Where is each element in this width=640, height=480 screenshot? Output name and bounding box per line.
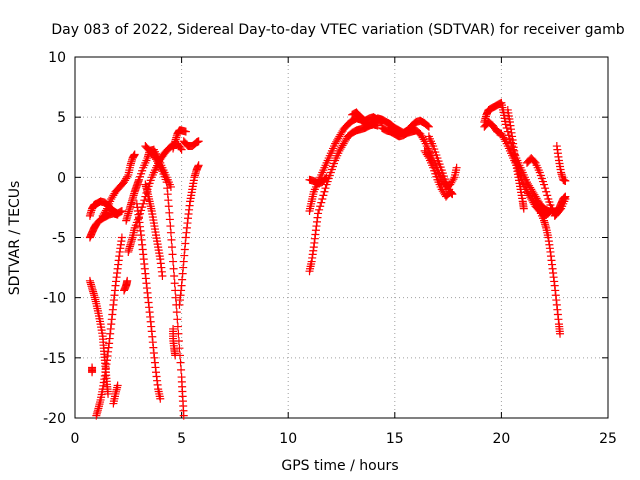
y-tick-label: -5: [52, 231, 66, 247]
data-point: [321, 184, 330, 193]
data-point: [171, 293, 180, 302]
data-point: [320, 187, 329, 196]
data-point: [101, 206, 110, 215]
data-point: [319, 191, 328, 200]
data-point: [424, 122, 433, 131]
data-point: [496, 99, 505, 108]
x-axis: 0 5 10 15 20 25: [71, 57, 617, 447]
x-tick-label: 0: [71, 431, 80, 447]
data-point: [167, 235, 176, 244]
y-tick-label: 0: [57, 170, 66, 186]
data-point: [419, 135, 428, 144]
data-point: [170, 272, 179, 281]
data-point: [176, 358, 185, 367]
data-point: [445, 188, 454, 197]
data-point: [519, 204, 528, 213]
data-point: [104, 389, 113, 398]
data-point: [123, 276, 132, 285]
data-point: [170, 279, 179, 288]
data-points: [85, 98, 570, 420]
data-point: [173, 322, 182, 331]
data-point: [171, 351, 180, 360]
data-point: [314, 209, 323, 218]
y-axis-label: SDTVAR / TECUs: [7, 181, 23, 296]
data-point: [117, 207, 126, 216]
data-point: [117, 233, 126, 242]
data-point: [318, 194, 327, 203]
data-point: [166, 182, 175, 191]
data-point: [113, 210, 122, 219]
data-point: [194, 137, 203, 146]
data-point: [449, 175, 458, 184]
data-point: [500, 135, 509, 144]
data-point: [123, 172, 132, 181]
x-tick-label: 15: [386, 431, 404, 447]
data-point: [321, 174, 330, 183]
data-point: [176, 144, 185, 153]
data-point: [561, 176, 570, 185]
data-point: [316, 202, 325, 211]
data-point: [173, 315, 182, 324]
data-point: [452, 163, 461, 172]
chart-title: Day 083 of 2022, Sidereal Day-to-day VTE…: [51, 22, 624, 38]
data-point: [168, 250, 177, 259]
data-point: [556, 329, 565, 338]
data-point: [561, 192, 570, 201]
x-tick-label: 10: [279, 431, 297, 447]
data-point: [88, 368, 97, 377]
data-point: [322, 173, 331, 182]
data-point: [317, 198, 326, 207]
data-point: [376, 117, 385, 126]
data-point: [169, 257, 178, 266]
data-point: [540, 180, 549, 189]
y-tick-label: 5: [57, 110, 66, 126]
data-point: [541, 184, 550, 193]
data-point: [542, 187, 551, 196]
data-point: [177, 145, 186, 154]
data-point: [423, 121, 432, 130]
x-axis-label: GPS time / hours: [281, 458, 398, 474]
x-tick-label: 5: [177, 431, 186, 447]
x-tick-label: 20: [492, 431, 510, 447]
y-tick-label: -15: [43, 351, 66, 367]
y-tick-label: 10: [48, 50, 66, 66]
x-tick-label: 25: [599, 431, 617, 447]
data-point: [140, 196, 149, 205]
data-point: [177, 365, 186, 374]
data-point: [113, 381, 122, 390]
data-point: [179, 411, 188, 420]
y-tick-label: -10: [43, 291, 66, 307]
data-point: [130, 150, 139, 159]
data-point: [166, 228, 175, 237]
y-axis: -20 -15 -10 -5 0 5 10: [43, 50, 608, 427]
data-point: [168, 243, 177, 252]
data-point: [172, 308, 181, 317]
data-point: [315, 205, 324, 214]
data-point: [181, 127, 190, 136]
data-point: [501, 120, 510, 129]
data-point: [194, 161, 203, 170]
data-point: [156, 394, 165, 403]
data-point: [169, 264, 178, 273]
data-point: [423, 152, 432, 161]
data-point: [158, 272, 167, 281]
data-point: [446, 187, 455, 196]
y-tick-label: -20: [43, 411, 66, 427]
data-point: [543, 191, 552, 200]
